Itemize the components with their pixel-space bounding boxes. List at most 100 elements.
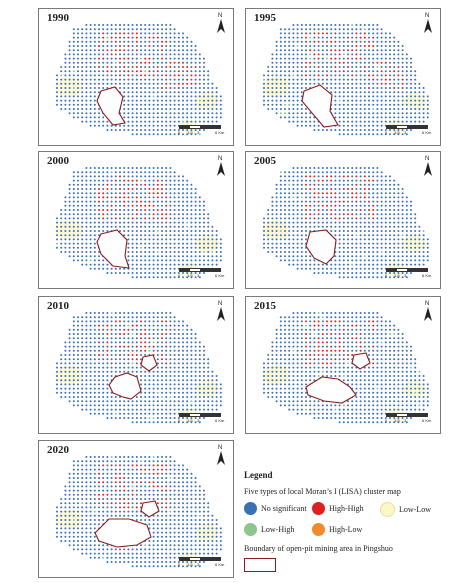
grid-cell-point [389,78,391,81]
grid-cell-point [376,267,379,270]
grid-cell-point [119,82,121,85]
map-panel-2015: 2015 N 0 1.5 3 6 Km [245,296,441,434]
grid-cell-point [156,103,159,106]
grid-cell-point [284,204,286,207]
grid-cell-point [393,78,396,81]
grid-cell-point [284,112,286,115]
grid-cell-point [271,103,274,106]
grid-cell-point [68,354,71,356]
grid-cell-point [380,32,383,35]
grid-cell-point [127,91,130,94]
grid-cell-point [267,209,270,211]
grid-cell-point [351,95,354,98]
grid-cell-point [393,230,396,232]
grid-cell-point [359,246,362,249]
grid-cell-point [401,230,404,232]
grid-cell-point [372,91,375,94]
grid-cell-point [267,87,270,89]
grid-cell-point [309,375,312,377]
grid-cell-point [397,333,400,335]
grid-cell-point [102,40,105,43]
grid-cell-point [161,116,163,119]
grid-cell-point [77,32,79,35]
grid-cell-point [123,362,126,365]
grid-cell-point [342,341,345,344]
grid-cell-point [77,234,79,237]
grid-cell-point [135,408,138,411]
grid-cell-point [275,61,278,64]
grid-cell-point [397,196,400,199]
grid-cell-point [351,263,354,266]
grid-cell-point [203,358,205,361]
grid-cell-point [305,36,307,39]
grid-cell-point [186,66,189,68]
grid-cell-point [300,179,303,182]
grid-cell-point [177,349,180,352]
grid-cell-point [182,230,184,232]
grid-cell-point [173,91,176,94]
grid-cell-point [177,192,180,195]
grid-cell-point [380,221,383,224]
grid-cell-point [114,45,117,47]
grid-cell-point [384,320,387,323]
grid-cell-point [305,196,307,199]
grid-cell-point [127,36,130,39]
grid-cell-point [68,375,71,377]
grid-cell-point [72,333,75,335]
grid-cell-point [68,91,71,94]
grid-cell-point [60,91,63,94]
grid-cell-point [131,213,134,216]
grid-cell-point [156,412,159,415]
grid-cell-point [72,192,75,195]
grid-cell-point [186,70,189,73]
grid-cell-point [114,366,117,369]
grid-cell-point [380,217,383,220]
grid-cell-point [114,196,117,199]
grid-cell-point [148,204,151,207]
grid-cell-point [173,251,176,253]
grid-cell-point [135,116,138,119]
grid-cell-point [140,167,142,169]
grid-cell-point [198,74,201,77]
grid-cell-point [186,341,189,344]
grid-cell-point [89,251,92,253]
grid-cell-point [355,129,358,131]
grid-cell-point [156,129,159,131]
grid-cell-point [305,24,307,26]
grid-cell-point [347,53,349,56]
grid-cell-point [156,57,159,60]
grid-cell-point [64,375,67,377]
grid-cell-point [351,204,354,207]
grid-cell-point [326,49,328,52]
grid-cell-point [401,242,404,245]
grid-cell-point [342,45,345,47]
grid-cell-point [152,196,155,199]
grid-cell-point [401,370,404,373]
grid-cell-point [144,404,147,407]
grid-cell-point [123,78,126,81]
grid-cell-point [144,78,147,81]
grid-cell-point [161,192,163,195]
grid-cell-point [64,341,67,344]
grid-cell-point [106,196,109,199]
grid-cell-point [267,225,270,228]
grid-cell-point [93,82,96,85]
grid-cell-point [410,74,412,77]
grid-cell-point [347,324,349,327]
grid-cell-point [68,333,71,335]
grid-cell-point [131,99,134,102]
grid-cell-point [380,74,383,77]
grid-cell-point [85,108,88,110]
grid-cell-point [355,112,358,115]
grid-cell-point [72,354,75,356]
grid-cell-point [68,358,71,361]
grid-cell-point [127,251,130,253]
grid-cell-point [186,362,189,365]
grid-cell-point [384,70,387,73]
grid-cell-point [279,255,282,258]
grid-cell-point [359,175,362,178]
grid-cell-point [110,221,113,224]
grid-cell-point [177,354,180,356]
grid-cell-point [207,404,210,407]
grid-cell-point [426,108,429,110]
